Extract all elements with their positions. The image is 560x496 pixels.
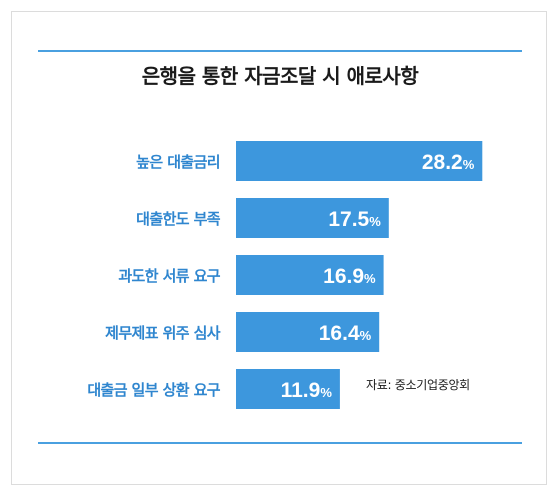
- bar: [236, 369, 340, 409]
- category-label: 대출금 일부 상환 요구: [87, 381, 220, 399]
- value-label: 16.4%: [319, 322, 372, 345]
- bar: [236, 141, 483, 181]
- chart-title: 은행을 통한 자금조달 시 애로사항: [141, 64, 419, 88]
- bar: [236, 312, 380, 352]
- source-note: 자료: 중소기업중앙회: [366, 378, 470, 392]
- bar: [236, 198, 389, 238]
- bottom-rule: [38, 442, 522, 444]
- category-label: 대출한도 부족: [136, 210, 221, 228]
- category-label: 과도한 서류 요구: [118, 267, 220, 285]
- value-label: 11.9%: [281, 379, 333, 402]
- top-rule: [38, 50, 522, 52]
- value-label: 28.2%: [422, 151, 475, 174]
- bar: [236, 255, 384, 295]
- value-label: 17.5%: [328, 208, 381, 231]
- category-label: 높은 대출금리: [136, 153, 220, 171]
- value-label: 16.9%: [323, 265, 376, 288]
- category-label: 제무제표 위주 심사: [105, 324, 221, 342]
